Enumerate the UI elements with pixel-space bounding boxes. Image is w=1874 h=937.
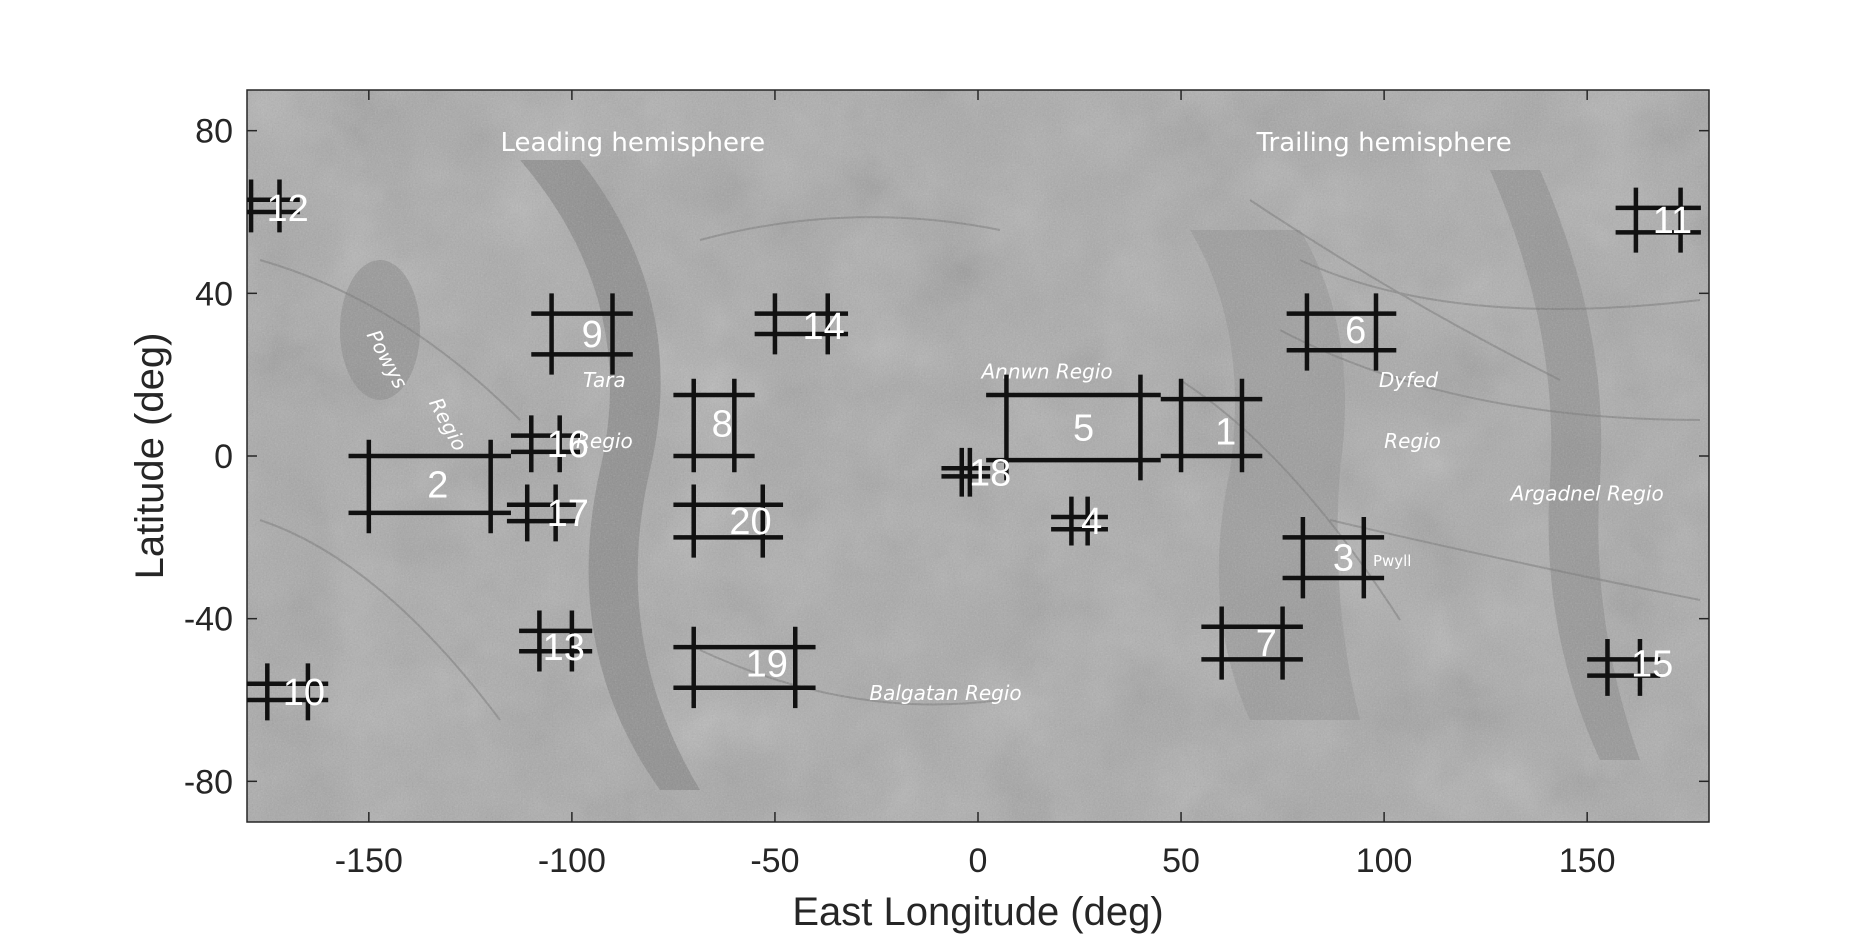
- region-label: Regio: [1384, 429, 1441, 453]
- site-number: 2: [427, 464, 448, 506]
- site-7: 7: [1201, 606, 1303, 680]
- site-number: 13: [543, 627, 585, 669]
- site-10: 10: [247, 663, 329, 721]
- y-tick-label: 0: [214, 438, 233, 476]
- region-label: Pwyll: [1373, 552, 1412, 570]
- x-tick-label: 0: [969, 842, 988, 880]
- site-20: 20: [673, 484, 784, 558]
- site-number: 11: [1653, 200, 1692, 242]
- y-axis-label: Latitude (deg): [128, 333, 172, 580]
- region-label: Argadnel Regio: [1509, 482, 1664, 506]
- site-12: 12: [247, 179, 309, 233]
- site-6: 6: [1286, 293, 1397, 371]
- site-number: 5: [1073, 408, 1094, 450]
- hemisphere-label: Trailing hemisphere: [1255, 128, 1511, 158]
- site-18: 18: [941, 447, 1011, 497]
- site-number: 15: [1631, 643, 1673, 685]
- region-label: Regio: [576, 429, 633, 453]
- site-number: 4: [1081, 501, 1102, 543]
- site-17: 17: [506, 484, 589, 542]
- site-3: 3: [1282, 517, 1385, 599]
- site-number: 3: [1333, 538, 1354, 580]
- site-14: 14: [754, 293, 849, 355]
- site-8: 8: [673, 378, 755, 473]
- x-tick-label: 50: [1162, 842, 1200, 880]
- site-16: 16: [510, 415, 589, 473]
- region-label: Balgatan Regio: [869, 681, 1021, 705]
- y-tick-label: 80: [195, 113, 233, 151]
- hemisphere-labels: Leading hemisphere Trailing hemisphere: [501, 128, 1512, 158]
- site-19: 19: [673, 626, 816, 709]
- site-number: 20: [729, 501, 771, 543]
- site-13: 13: [519, 610, 593, 672]
- site-number: 14: [803, 306, 845, 348]
- site-number: 7: [1256, 623, 1277, 665]
- site-4: 4: [1051, 496, 1108, 546]
- region-label: Dyfed: [1379, 368, 1439, 392]
- site-5: 5: [986, 374, 1161, 481]
- site-number: 19: [746, 643, 788, 685]
- site-2: 2: [348, 439, 511, 534]
- hemisphere-label: Leading hemisphere: [501, 128, 766, 158]
- region-label: Annwn Regio: [979, 360, 1112, 384]
- site-1: 1: [1160, 378, 1263, 473]
- y-tick-label: 40: [195, 275, 233, 313]
- y-axis-ticks: 80 40 0 -40 -80: [184, 113, 1709, 801]
- site-number: 8: [712, 403, 733, 445]
- site-15: 15: [1587, 639, 1673, 696]
- site-number: 17: [547, 493, 589, 535]
- site-number: 16: [547, 424, 589, 466]
- site-number: 1: [1215, 412, 1236, 454]
- x-tick-label: -150: [335, 842, 403, 880]
- x-axis-label: East Longitude (deg): [792, 890, 1163, 934]
- site-number: 9: [582, 314, 603, 356]
- site-11: 11: [1615, 187, 1701, 253]
- site-number: 18: [969, 452, 1011, 494]
- x-tick-label: -50: [750, 842, 799, 880]
- map-background: [247, 90, 1709, 822]
- y-tick-label: -40: [184, 601, 233, 639]
- site-number: 6: [1345, 310, 1366, 352]
- x-tick-label: 150: [1559, 842, 1616, 880]
- x-tick-label: -100: [538, 842, 606, 880]
- y-tick-label: -80: [184, 763, 233, 801]
- site-number: 12: [266, 188, 308, 230]
- x-axis-ticks: -150 -100 -50 0 50 100 150: [335, 90, 1616, 880]
- site-9: 9: [531, 293, 633, 375]
- region-label: Tara: [583, 368, 626, 392]
- site-number: 10: [283, 672, 325, 714]
- x-tick-label: 100: [1356, 842, 1413, 880]
